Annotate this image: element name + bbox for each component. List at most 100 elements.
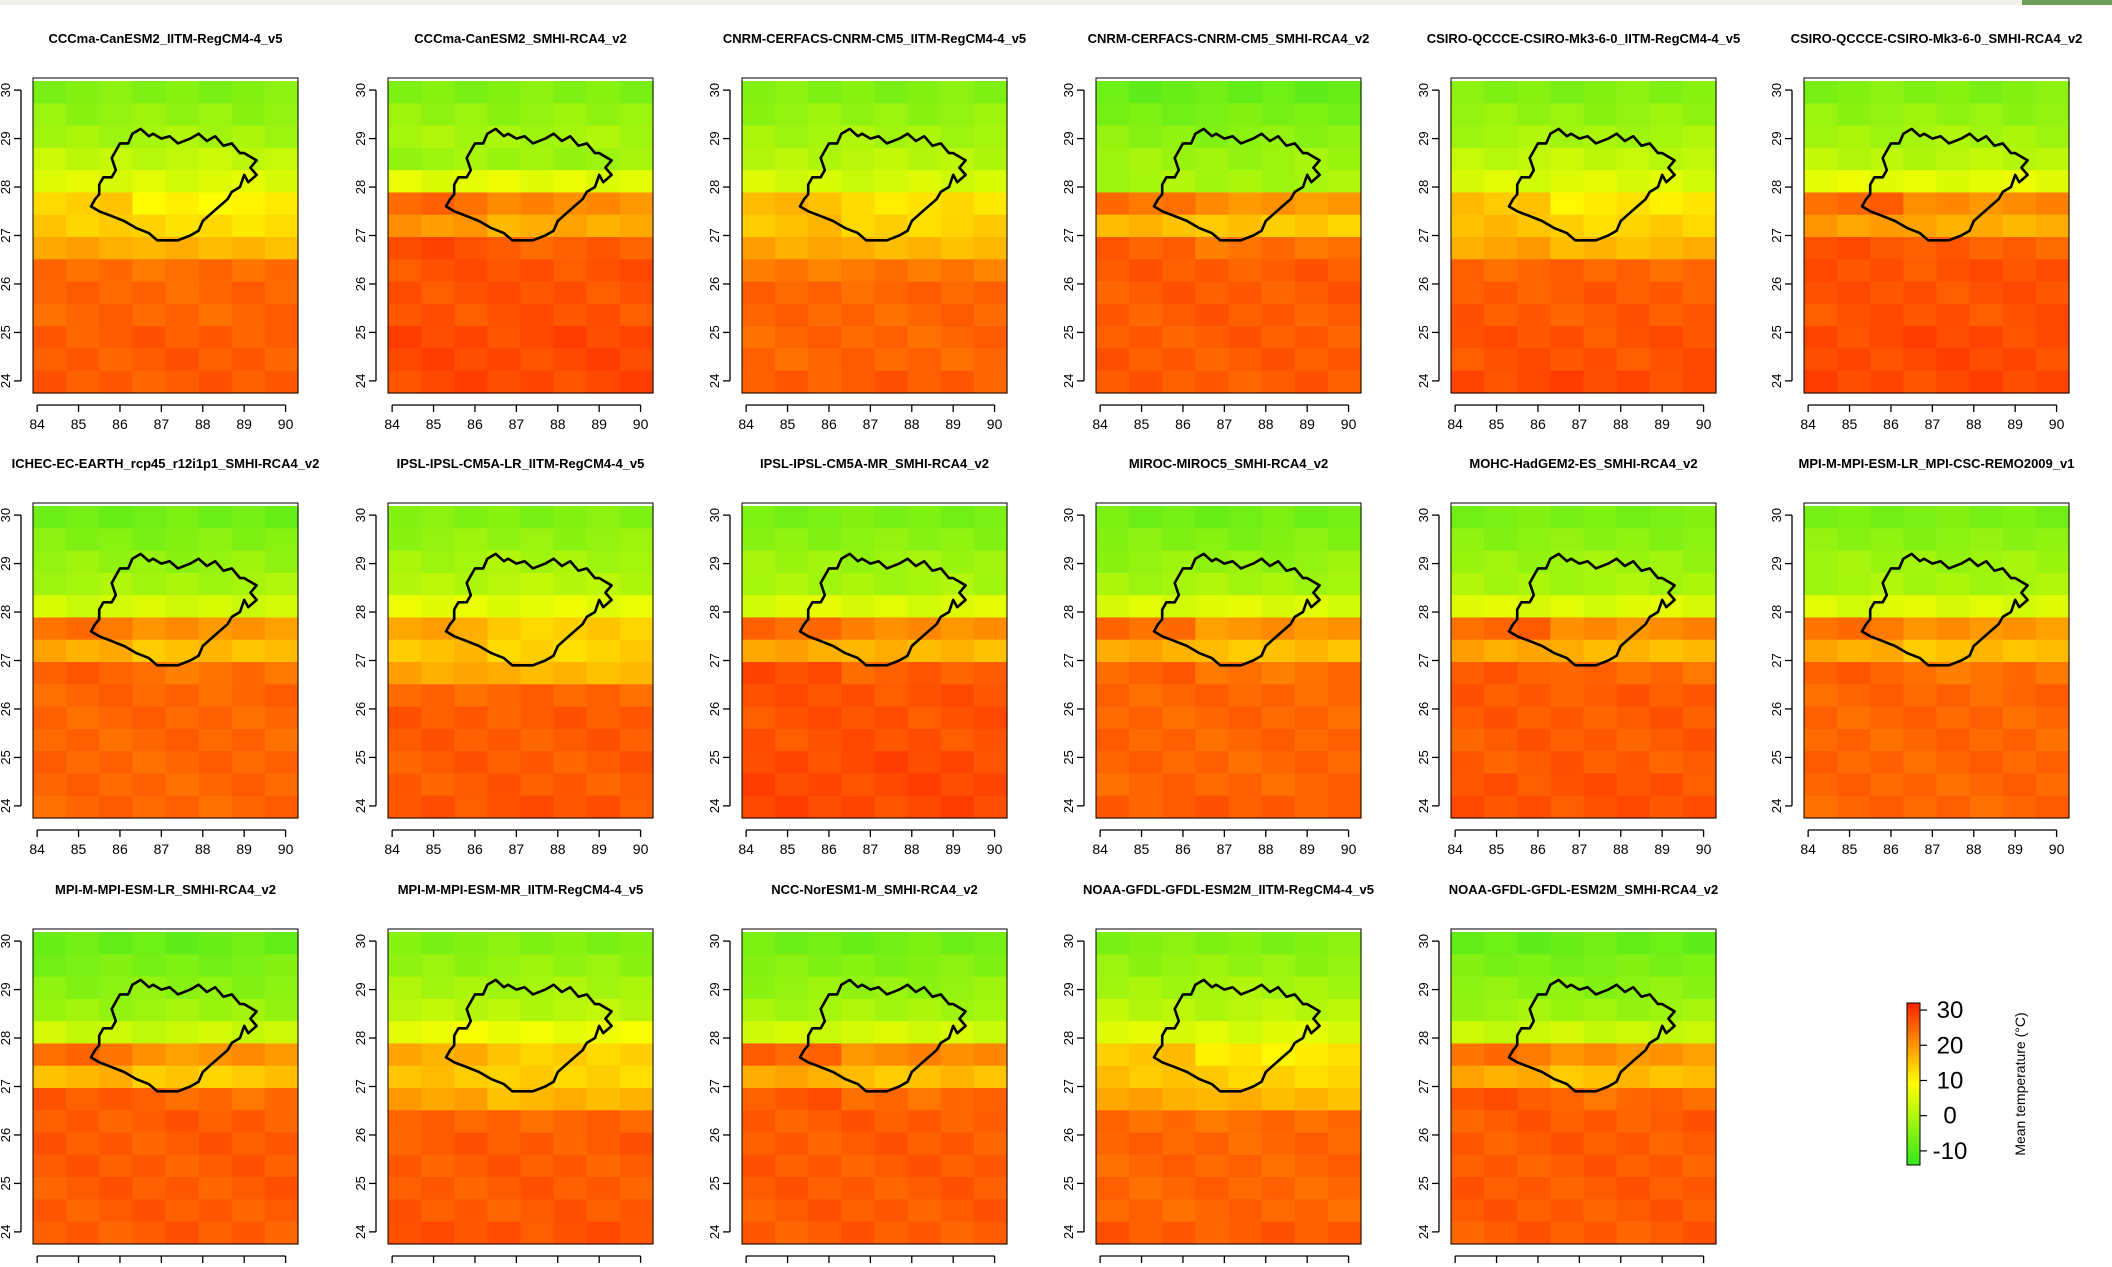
heatmap-cell — [1261, 81, 1296, 104]
heatmap-cell — [874, 976, 909, 1000]
heatmap-cells — [33, 932, 299, 1245]
heatmap-cell — [1969, 639, 2004, 663]
heatmap-cell — [973, 932, 1008, 955]
heatmap-cell — [454, 170, 488, 194]
heatmap-cell — [66, 684, 100, 708]
x-tick-label: 89 — [1299, 841, 1315, 857]
heatmap-cell — [2035, 237, 2070, 260]
heatmap-cell — [742, 170, 776, 194]
heatmap-cell — [264, 528, 299, 552]
heatmap-cell — [1327, 1043, 1362, 1067]
heatmap-cell — [1649, 125, 1684, 149]
heatmap-cell — [165, 572, 200, 596]
heatmap-cell — [1195, 684, 1230, 708]
heatmap-cell — [1616, 259, 1651, 283]
heatmap-cell — [874, 572, 909, 596]
heatmap-cell — [1616, 1177, 1651, 1201]
heatmap-cell — [264, 348, 299, 372]
heatmap-cell — [1162, 1021, 1196, 1045]
heatmap-cell — [1294, 706, 1329, 730]
heatmap-cell — [1870, 326, 1904, 350]
heatmap-cell — [1162, 617, 1196, 641]
heatmap-cell — [1327, 506, 1362, 529]
heatmap-cell — [1484, 1154, 1518, 1178]
heatmap-cell — [33, 795, 67, 819]
heatmap-cell — [198, 639, 233, 663]
heatmap-cell — [1162, 125, 1196, 149]
heatmap-cell — [388, 1132, 422, 1156]
heatmap-cell — [1583, 550, 1618, 574]
heatmap-cell — [973, 1021, 1008, 1045]
heatmap-cell — [1616, 1199, 1651, 1223]
heatmap-cell — [454, 550, 488, 574]
heatmap-cell — [1903, 237, 1938, 260]
heatmap-cell — [808, 170, 842, 194]
heatmap-cell — [1096, 932, 1130, 955]
heatmap-cell — [1837, 706, 1871, 730]
heatmap-cell — [198, 706, 233, 730]
heatmap-cell — [1903, 639, 1938, 663]
heatmap-cell — [132, 639, 167, 663]
heatmap-cell — [1517, 1021, 1551, 1045]
y-tick-label: 25 — [353, 325, 368, 339]
heatmap-cell — [1804, 326, 1838, 350]
panel-top-strip — [33, 78, 298, 81]
heatmap-cell — [165, 1177, 200, 1201]
basin-outline — [1507, 978, 1676, 1093]
heatmap-cell — [874, 932, 909, 955]
heatmap-cell — [874, 237, 909, 260]
heatmap-cell — [1327, 103, 1362, 127]
heatmap-cell — [1550, 662, 1585, 685]
y-tick-label: 26 — [707, 277, 722, 291]
heatmap-cell — [33, 751, 67, 775]
panel-top-strip — [1451, 503, 1716, 506]
heatmap-cell — [198, 1154, 233, 1178]
heatmap-cell — [1096, 528, 1130, 552]
heatmap-cell — [1550, 572, 1585, 596]
heatmap-cell — [1162, 976, 1196, 1000]
x-tick-label: 88 — [195, 416, 211, 432]
heatmap-cell — [1517, 192, 1551, 216]
basin-outline — [444, 127, 613, 242]
heatmap-cell — [1327, 1088, 1362, 1111]
heatmap-cell — [1969, 170, 2004, 194]
heatmap-cell — [1804, 662, 1838, 685]
heatmap-cell — [940, 259, 975, 283]
heatmap-cell — [1162, 1199, 1196, 1223]
heatmap-cell — [841, 281, 876, 305]
heatmap-cell — [99, 237, 133, 260]
heatmap-cell — [1936, 728, 1971, 752]
heatmap-cell — [1616, 954, 1651, 978]
heatmap-cell — [1294, 1177, 1329, 1201]
heatmap-cell — [454, 103, 488, 127]
heatmap-cell — [520, 976, 555, 1000]
colorbar-tick-label: 10 — [1937, 1067, 1964, 1094]
heatmap-cell — [586, 1043, 621, 1067]
heatmap-cell — [520, 1043, 555, 1067]
heatmap-cell — [1682, 259, 1717, 283]
heatmap-cell — [1451, 639, 1485, 663]
heatmap-cell — [1261, 326, 1296, 350]
heatmap-cell — [940, 192, 975, 216]
heatmap-cell — [33, 639, 67, 663]
heatmap-cell — [1195, 528, 1230, 552]
heatmap-cell — [198, 370, 233, 394]
heatmap-cell — [1517, 147, 1551, 171]
heatmap-cell — [421, 370, 455, 394]
heatmap-cell — [1804, 170, 1838, 194]
heatmap-cell — [2002, 550, 2037, 574]
heatmap-cell — [553, 639, 588, 663]
heatmap-cell — [1969, 528, 2004, 552]
heatmap-cell — [1550, 81, 1585, 104]
x-tick-label: 90 — [1341, 416, 1357, 432]
basin-outline — [444, 978, 613, 1093]
y-tick-label: 25 — [0, 325, 13, 339]
heatmap-cell — [1870, 103, 1904, 127]
heatmap-cell — [388, 773, 422, 797]
heatmap-cells — [388, 81, 654, 394]
heatmap-cell — [1517, 773, 1551, 797]
heatmap-cell — [1327, 1221, 1362, 1245]
heatmap-cell — [165, 147, 200, 171]
heatmap-cell — [1195, 998, 1230, 1022]
heatmap-cell — [874, 684, 909, 708]
